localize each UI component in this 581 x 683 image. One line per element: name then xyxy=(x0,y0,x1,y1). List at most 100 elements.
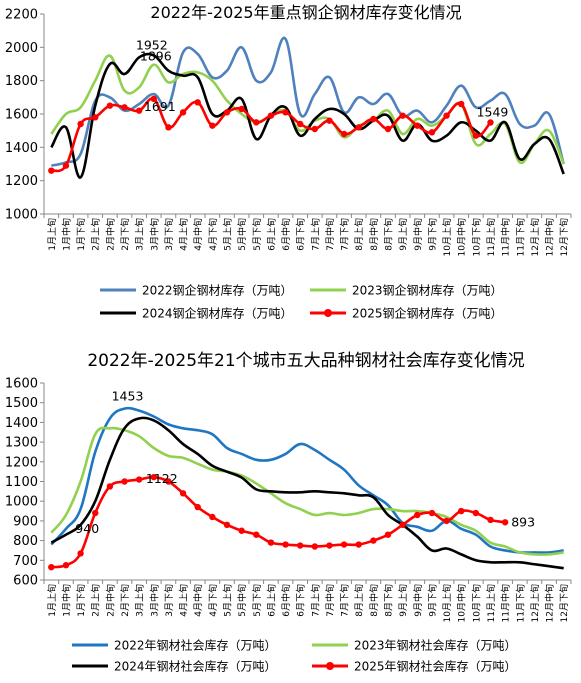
data-point xyxy=(443,517,450,525)
data-point xyxy=(135,476,143,483)
legend-item: 2023年钢材社会库存（万吨） xyxy=(312,638,517,653)
x-tick-label: 3月上旬 xyxy=(134,584,146,617)
data-point xyxy=(106,102,114,109)
x-tick-label: 1月上旬 xyxy=(46,218,58,251)
y-tick-label: 700 xyxy=(13,554,38,569)
data-label: 1691 xyxy=(144,99,176,114)
data-point xyxy=(487,516,494,524)
series-line-3 xyxy=(50,52,565,179)
chart-title: 2022年-2025年21个城市五大品种钢材社会库存变化情况 xyxy=(87,351,524,371)
x-tick-label: 1月下旬 xyxy=(75,584,87,617)
legend-label: 2022钢企钢材库存（万吨） xyxy=(142,283,293,298)
data-point xyxy=(384,125,392,133)
x-tick-label: 1月中旬 xyxy=(60,218,72,251)
legend-label: 2023年钢材社会库存（万吨） xyxy=(354,638,517,653)
data-label: 1122 xyxy=(146,471,178,486)
data-point xyxy=(267,539,275,546)
data-label: 1896 xyxy=(140,49,172,64)
x-tick-label: 4月中旬 xyxy=(192,218,204,251)
x-tick-label: 2月下旬 xyxy=(119,584,131,617)
data-point xyxy=(238,527,245,534)
y-tick-label: 1600 xyxy=(5,108,38,123)
x-tick-label: 7月上旬 xyxy=(309,584,321,617)
data-label: 893 xyxy=(511,514,535,529)
x-tick-label: 6月上旬 xyxy=(265,584,277,617)
x-tick-label: 10月上旬 xyxy=(441,218,453,256)
x-tick-label: 9月上旬 xyxy=(397,218,409,251)
x-tick-label: 12月中旬 xyxy=(544,584,556,622)
data-point xyxy=(194,99,201,106)
data-point xyxy=(223,109,231,116)
legend-item: 2025年钢材社会库存（万吨） xyxy=(312,659,517,674)
legend-label: 2024年钢材社会库存（万吨） xyxy=(114,659,277,674)
x-tick-label: 12月下旬 xyxy=(558,584,570,622)
legend-marker xyxy=(324,309,332,317)
data-point xyxy=(399,112,406,119)
x-tick-label: 12月上旬 xyxy=(529,584,541,622)
data-point xyxy=(92,509,99,517)
x-tick-label: 9月上旬 xyxy=(397,584,409,617)
legend-label: 2024钢企钢材库存（万吨） xyxy=(142,306,293,321)
y-tick-label: 1800 xyxy=(5,74,38,89)
data-point xyxy=(355,541,362,548)
data-label: 1549 xyxy=(477,105,509,120)
y-tick-label: 1400 xyxy=(5,416,38,431)
legend-label: 2025钢企钢材库存（万吨） xyxy=(352,306,503,321)
data-point xyxy=(487,119,494,126)
x-tick-label: 2月中旬 xyxy=(104,584,116,617)
x-tick-label: 10月下旬 xyxy=(470,218,482,256)
series-line-1 xyxy=(50,406,564,554)
legend-label: 2025年钢材社会库存（万吨） xyxy=(354,659,517,674)
data-point xyxy=(238,105,245,113)
x-tick-label: 7月下旬 xyxy=(339,218,351,251)
x-tick-label: 4月下旬 xyxy=(207,584,219,617)
legend-label: 2023钢企钢材库存（万吨） xyxy=(352,283,503,298)
x-tick-label: 2月上旬 xyxy=(90,218,102,251)
data-point xyxy=(340,541,348,548)
data-point xyxy=(282,541,289,548)
x-tick-label: 5月中旬 xyxy=(236,584,248,617)
data-point xyxy=(165,478,172,485)
x-tick-label: 7月上旬 xyxy=(309,218,321,251)
x-tick-label: 8月中旬 xyxy=(368,218,380,251)
data-point xyxy=(165,124,172,131)
x-tick-label: 10月中旬 xyxy=(456,218,468,256)
y-tick-label: 1300 xyxy=(5,436,38,451)
x-tick-label: 8月中旬 xyxy=(368,584,380,617)
x-tick-label: 3月上旬 xyxy=(134,218,146,251)
y-tick-label: 900 xyxy=(13,514,38,529)
x-tick-label: 8月上旬 xyxy=(353,584,365,617)
y-tick-label: 1500 xyxy=(5,396,38,411)
x-tick-label: 6月中旬 xyxy=(280,584,292,617)
data-point xyxy=(48,167,55,174)
y-tick-label: 1100 xyxy=(5,475,38,490)
legend-marker xyxy=(326,662,334,670)
data-point xyxy=(48,563,55,571)
data-point xyxy=(179,490,187,497)
data-point xyxy=(370,115,377,123)
data-point xyxy=(326,117,333,124)
chart-2: 2022年-2025年21个城市五大品种钢材社会库存变化情况 600 700 800 9… xyxy=(5,351,572,674)
data-point xyxy=(311,125,319,133)
x-tick-label: 9月下旬 xyxy=(426,584,438,617)
y-tick-label: 800 xyxy=(13,534,38,549)
x-tick-label: 1月下旬 xyxy=(75,218,87,251)
x-tick-label: 1月上旬 xyxy=(46,584,58,617)
y-tick-label: 1000 xyxy=(5,208,38,223)
data-label: 1952 xyxy=(136,37,168,52)
data-point xyxy=(150,473,157,481)
x-tick-label: 2月中旬 xyxy=(104,218,116,251)
legend-item: 2022钢企钢材库存（万吨） xyxy=(100,283,293,298)
x-tick-label: 4月上旬 xyxy=(178,584,190,617)
x-tick-label: 3月下旬 xyxy=(163,218,175,251)
x-tick-label: 9月中旬 xyxy=(412,218,424,251)
data-point xyxy=(443,112,450,119)
legend-item: 2023钢企钢材库存（万吨） xyxy=(310,283,503,298)
x-tick-label: 10月下旬 xyxy=(470,584,482,622)
legend-item: 2025钢企钢材库存（万吨） xyxy=(310,306,503,321)
x-tick-label: 9月中旬 xyxy=(412,584,424,617)
data-point xyxy=(150,95,157,103)
y-tick-label: 2000 xyxy=(5,41,38,56)
x-tick-label: 5月下旬 xyxy=(251,584,263,617)
